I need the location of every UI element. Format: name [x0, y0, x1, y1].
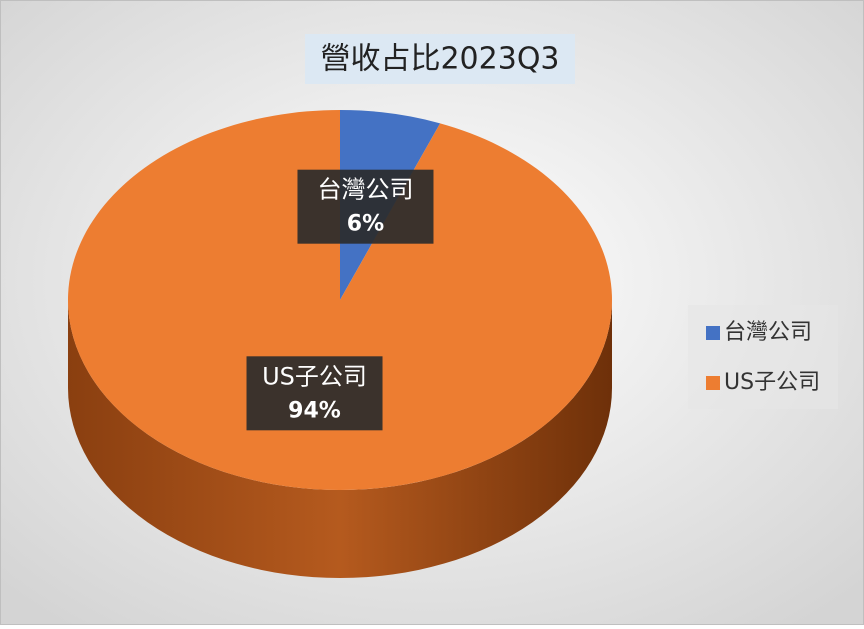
legend-swatch — [706, 326, 720, 340]
slice-side — [68, 300, 612, 578]
chart-title: 營收占比2023Q3 — [320, 42, 559, 77]
data-label-box — [246, 356, 383, 431]
pie-slice — [67, 109, 612, 490]
legend-label: US子公司 — [724, 370, 820, 395]
data-label-category: 台灣公司 — [317, 176, 413, 204]
data-label-value: 6% — [347, 212, 384, 237]
legend-box — [688, 305, 838, 409]
title-box — [305, 34, 575, 84]
legend-swatch — [706, 376, 720, 390]
data-label-value: 94% — [288, 398, 341, 423]
legend-label: 台灣公司 — [724, 320, 812, 345]
data-label-box — [297, 169, 434, 244]
data-label-category: US子公司 — [262, 362, 367, 390]
